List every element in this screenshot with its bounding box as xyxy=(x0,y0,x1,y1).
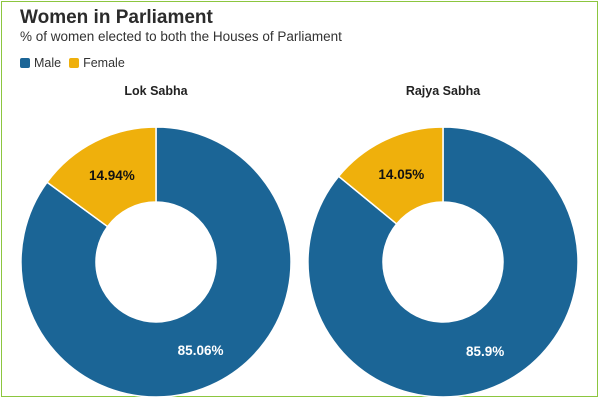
rajya-sabha-title: Rajya Sabha xyxy=(406,84,481,98)
legend-swatch-female xyxy=(69,58,80,68)
lok-sabha-title: Lok Sabha xyxy=(124,84,188,98)
legend: Male Female xyxy=(20,56,133,70)
lok-sabha-slice-female[interactable] xyxy=(46,126,157,228)
lok-sabha-label-male: 85.06% xyxy=(178,343,224,358)
rajya-sabha-label-male: 85.9% xyxy=(466,344,504,359)
rajya-sabha-slice-female[interactable] xyxy=(337,126,444,225)
lok-sabha-slice-male[interactable] xyxy=(20,126,292,398)
legend-swatch-male xyxy=(20,58,30,68)
legend-item-female[interactable]: Female xyxy=(69,56,125,70)
chart-subtitle: % of women elected to both the Houses of… xyxy=(20,29,342,44)
legend-item-male[interactable]: Male xyxy=(20,56,61,70)
chart-title: Women in Parliament xyxy=(20,7,213,28)
rajya-sabha-label-female: 14.05% xyxy=(378,167,424,182)
rajya-sabha-slice-male[interactable] xyxy=(307,126,579,398)
legend-label-male: Male xyxy=(34,56,62,70)
lok-sabha-label-female: 14.94% xyxy=(89,168,135,183)
legend-label-female: Female xyxy=(83,56,125,70)
